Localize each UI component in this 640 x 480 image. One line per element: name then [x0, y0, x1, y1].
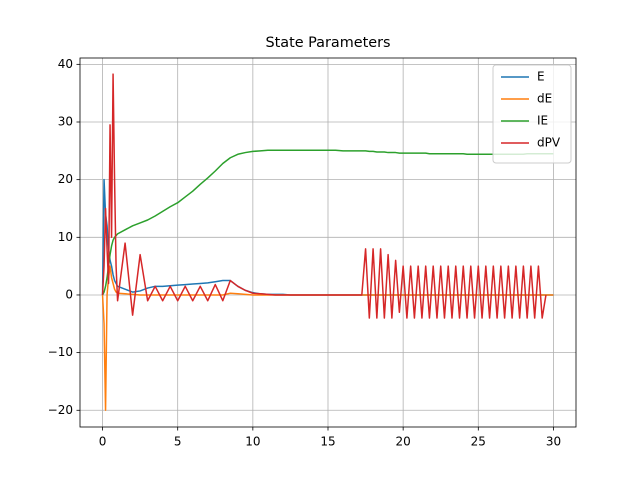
- y-tick-label: 20: [58, 172, 73, 186]
- y-tick-label: 30: [58, 114, 73, 128]
- y-tick-label: 0: [65, 287, 73, 301]
- x-tick-label: 15: [320, 435, 335, 449]
- x-tick-label: 30: [546, 435, 561, 449]
- y-tick-label: 40: [58, 57, 73, 71]
- legend-label: IE: [537, 114, 548, 128]
- legend-label: dE: [537, 92, 552, 106]
- series-line: [101, 73, 547, 319]
- x-tick-label: 10: [245, 435, 260, 449]
- chart-title: State Parameters: [265, 35, 390, 51]
- legend-label: E: [537, 70, 545, 84]
- legend-box: [492, 64, 572, 164]
- x-tick-label: 20: [396, 435, 411, 449]
- y-tick-label: −10: [48, 345, 73, 359]
- y-tick-label: 10: [58, 230, 73, 244]
- x-tick-label: 0: [99, 435, 107, 449]
- y-tick-label: −20: [48, 403, 73, 417]
- axes-frame: [79, 57, 577, 428]
- x-tick-label: 5: [174, 435, 182, 449]
- legend-label: dPV: [537, 136, 561, 150]
- x-tick-label: 25: [471, 435, 486, 449]
